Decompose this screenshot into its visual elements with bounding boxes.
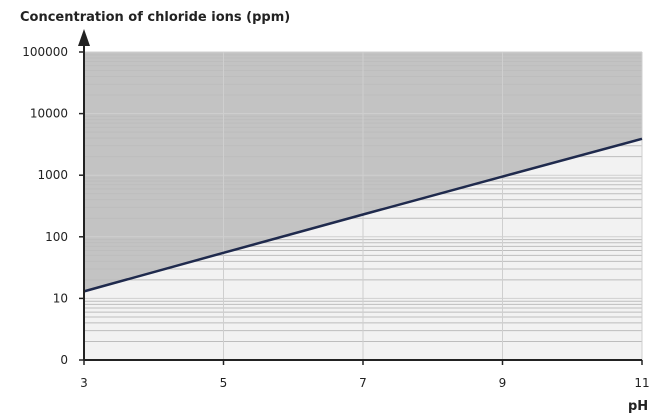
x-tick-labels: 3 5 7 9 11: [80, 360, 649, 390]
major-gridlines: [84, 51, 643, 360]
x-axis-title: pH: [628, 399, 648, 414]
y-axis-arrow-icon: [78, 29, 90, 46]
x-tick-label: 7: [359, 376, 367, 390]
x-tick-label: 3: [80, 376, 88, 390]
y-tick-label: 10000: [30, 107, 68, 121]
y-tick-label: 100000: [22, 45, 68, 59]
y-tick-label: 0: [60, 353, 68, 367]
x-tick-label: 5: [220, 376, 228, 390]
y-axis-title: Concentration of chloride ions (ppm): [20, 10, 290, 25]
series-line: [83, 137, 643, 293]
x-tick-label: 11: [634, 376, 649, 390]
y-tick-label: 10: [53, 291, 68, 305]
y-tick-labels: 0 10 100 1000 10000 100000: [22, 45, 84, 367]
y-tick-label: 1000: [37, 168, 68, 182]
y-tick-label: 100: [45, 230, 68, 244]
x-tick-label: 9: [499, 376, 507, 390]
